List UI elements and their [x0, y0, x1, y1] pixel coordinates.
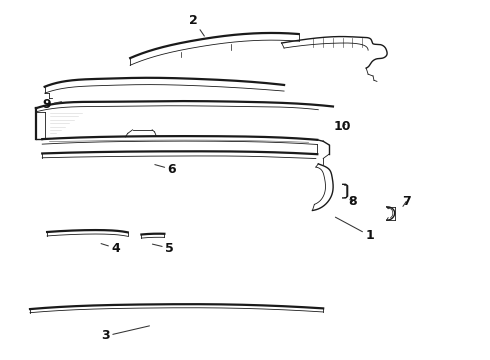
Text: 5: 5 — [152, 242, 173, 255]
Text: 4: 4 — [101, 242, 120, 255]
Text: 10: 10 — [334, 120, 351, 133]
Text: 2: 2 — [189, 14, 204, 36]
Text: 3: 3 — [101, 326, 149, 342]
Text: 8: 8 — [348, 195, 357, 208]
Text: 9: 9 — [43, 98, 61, 111]
Text: 1: 1 — [335, 217, 374, 242]
Text: 6: 6 — [155, 163, 176, 176]
Text: 7: 7 — [402, 195, 411, 208]
